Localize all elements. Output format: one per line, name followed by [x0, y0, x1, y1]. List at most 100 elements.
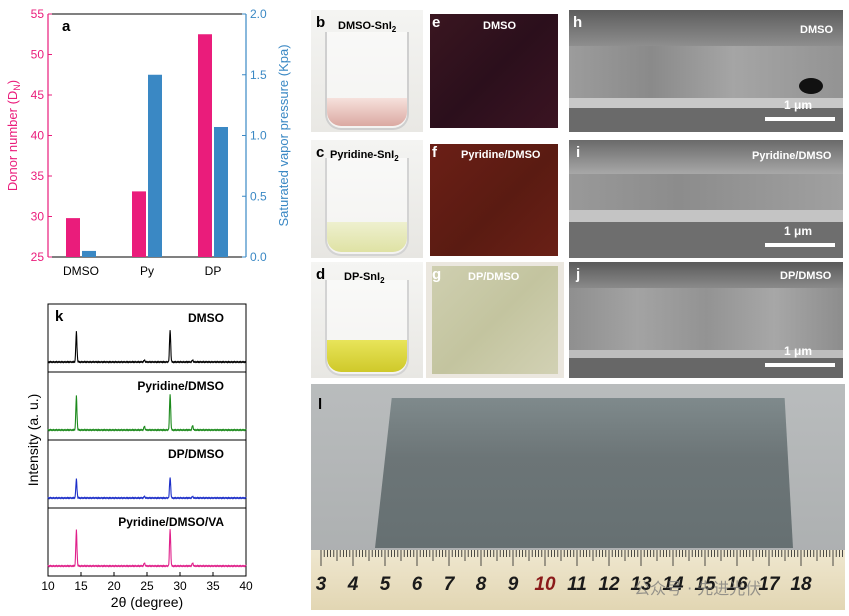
scale-label-j: 1 μm [784, 344, 813, 358]
vial-photo-d [311, 262, 423, 378]
film-label-g: DP/DMSO [468, 271, 520, 283]
bar-vapor-pressure [148, 74, 162, 257]
tick-label-left: 55 [31, 7, 45, 21]
tick-label-right: 1.5 [250, 68, 267, 82]
scale-bar-h [765, 117, 835, 121]
tick-label-x: 25 [140, 579, 154, 593]
sem-glass [569, 222, 843, 258]
ruler-number: 15 [694, 574, 716, 595]
panel-letter-a: a [62, 18, 71, 35]
bar-vapor-pressure [214, 126, 228, 258]
panel-letter-k: k [55, 308, 64, 325]
vial-liquid [327, 98, 407, 126]
tick-label-right: 1.0 [250, 129, 267, 143]
vial-label-d: DP-SnI2 [344, 271, 385, 286]
sem-perovskite-layer [569, 288, 843, 350]
tick-label-left: 25 [31, 250, 45, 264]
category-label: Py [140, 264, 154, 278]
ruler-ticks: 3 4 5 6 7 8 9 10 11 12 13 14 15 16 17 18 [316, 550, 843, 595]
series-label: DMSO [188, 311, 224, 325]
sem-image-i [569, 140, 843, 258]
tick-label-left: 40 [31, 129, 45, 143]
tick-label-x: 15 [74, 579, 88, 593]
sem-top-surface [569, 140, 843, 174]
scale-label-i: 1 μm [784, 224, 813, 238]
bar-vapor-pressure [82, 250, 96, 257]
bar-donor-number [132, 191, 146, 257]
tick-label-x: 10 [41, 579, 55, 593]
chart-a: 25 30 35 40 45 50 55 0.0 0.5 1.0 1.5 2.0 DMSO Py DP Don… [5, 7, 291, 278]
film-sample [430, 14, 558, 128]
scale-bar-i [765, 243, 835, 247]
panel-letter-c: c [316, 144, 325, 161]
ruler-number: 11 [567, 574, 587, 595]
chart-k: DMSO Pyridine/DMSO DP/DMSO Pyridine/DMSO/VA… [25, 303, 253, 610]
sem-top-surface [569, 262, 843, 288]
ruler-number: 14 [662, 574, 684, 595]
category-label: DMSO [63, 264, 99, 278]
ylabel: Intensity (a. u.) [25, 394, 41, 487]
sem-image-j [569, 262, 843, 378]
panel-letter-j: j [576, 266, 581, 283]
panel-letter-f: f [432, 144, 437, 161]
ruler-number: 10 [534, 574, 556, 595]
film-sample [432, 266, 558, 374]
series-label: Pyridine/DMSO/VA [118, 515, 224, 529]
xrd-trace [47, 529, 247, 568]
vial-label-b: DMSO-SnI2 [338, 20, 397, 35]
sem-label-h: DMSO [800, 24, 833, 36]
film-photo-g [426, 262, 564, 378]
ylabel-right: Saturated vapor pressure (Kpa) [276, 44, 291, 226]
tick-label-x: 20 [107, 579, 121, 593]
xrd-trace [47, 477, 247, 500]
bar-donor-number [198, 34, 212, 257]
vial-label-c: Pyridine-SnI2 [330, 149, 399, 164]
ylabel-left: Donor number (DN) [5, 80, 22, 191]
category-label: DP [205, 264, 222, 278]
film-photo-f [426, 140, 564, 258]
scale-bar-j [765, 363, 835, 367]
vial-liquid [327, 222, 407, 252]
bar-donor-number [66, 218, 80, 257]
series-label: DP/DMSO [168, 447, 224, 461]
vial-photo-c [311, 140, 423, 258]
panel-letter-g: g [432, 266, 442, 283]
sem-top-surface [569, 10, 843, 46]
panel-letter-e: e [432, 14, 441, 31]
film-sample [430, 144, 558, 256]
tick-label-right: 2.0 [250, 7, 267, 21]
ruler-number: 4 [347, 574, 359, 595]
scale-label-h: 1 μm [784, 98, 813, 112]
panel-letter-i: i [576, 144, 581, 161]
tick-label-left: 45 [31, 88, 45, 102]
ruler-number: 17 [758, 574, 781, 595]
tick-label-x: 30 [173, 579, 187, 593]
sem-label-j: DP/DMSO [780, 270, 832, 282]
tick-label-x: 35 [206, 579, 220, 593]
ruler-number: 8 [476, 574, 487, 595]
sem-perovskite-layer [569, 46, 843, 98]
tick-label-left: 50 [31, 48, 45, 62]
ruler-number: 9 [508, 574, 519, 595]
module-photo-l [311, 384, 845, 610]
xlabel: 2θ (degree) [111, 594, 183, 610]
panel-letter-d: d [316, 266, 326, 283]
tick-label-right: 0.5 [250, 189, 267, 203]
module-film [375, 398, 793, 548]
panel-letter-b: b [316, 14, 326, 31]
sem-glass [569, 358, 843, 378]
ruler-number: 18 [790, 574, 812, 595]
tick-label-x: 40 [239, 579, 253, 593]
sem-image-h [569, 10, 843, 132]
ruler-number: 12 [598, 574, 620, 595]
ruler [311, 550, 845, 610]
tick-label-right: 0.0 [250, 250, 267, 264]
film-label-e: DMSO [483, 20, 516, 32]
vial-photo-b [311, 10, 423, 132]
ruler-number: 13 [630, 574, 652, 595]
sem-substrate [569, 98, 843, 108]
ruler-number: 7 [444, 574, 456, 595]
watermark-text: 公众号 · 先进光伏 [634, 579, 762, 598]
film-photo-e [426, 10, 564, 132]
xrd-trace [47, 394, 247, 432]
